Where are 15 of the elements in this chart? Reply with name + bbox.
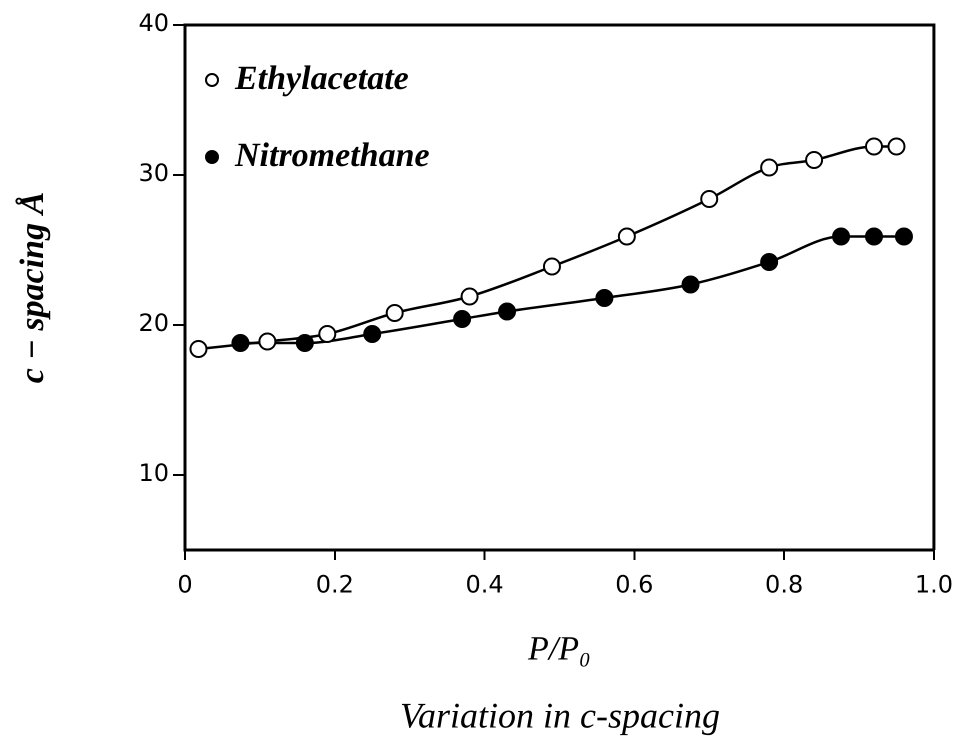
y-tick-label: 20 (138, 309, 169, 338)
x-tick-label: 0.8 (765, 570, 804, 599)
y-axis-title: c − spacing Å (14, 192, 52, 384)
x-tick-label: 0.6 (615, 570, 654, 599)
y-tick-label: 40 (138, 9, 169, 38)
x-tick-label: 0.4 (465, 570, 504, 599)
x-tick-label: 0 (177, 570, 193, 599)
x-tick-label: 0.2 (316, 570, 354, 599)
y-tick-label: 10 (138, 459, 169, 488)
x-axis-title: P/P₀ (527, 630, 591, 668)
legend-label: Ethylacetate (234, 60, 409, 97)
x-tick-label: 1.0 (914, 570, 953, 599)
text: Variation in c-spacing (400, 695, 720, 736)
legend-label: Nitromethane (234, 136, 430, 174)
y-tick-label: 30 (138, 159, 169, 188)
